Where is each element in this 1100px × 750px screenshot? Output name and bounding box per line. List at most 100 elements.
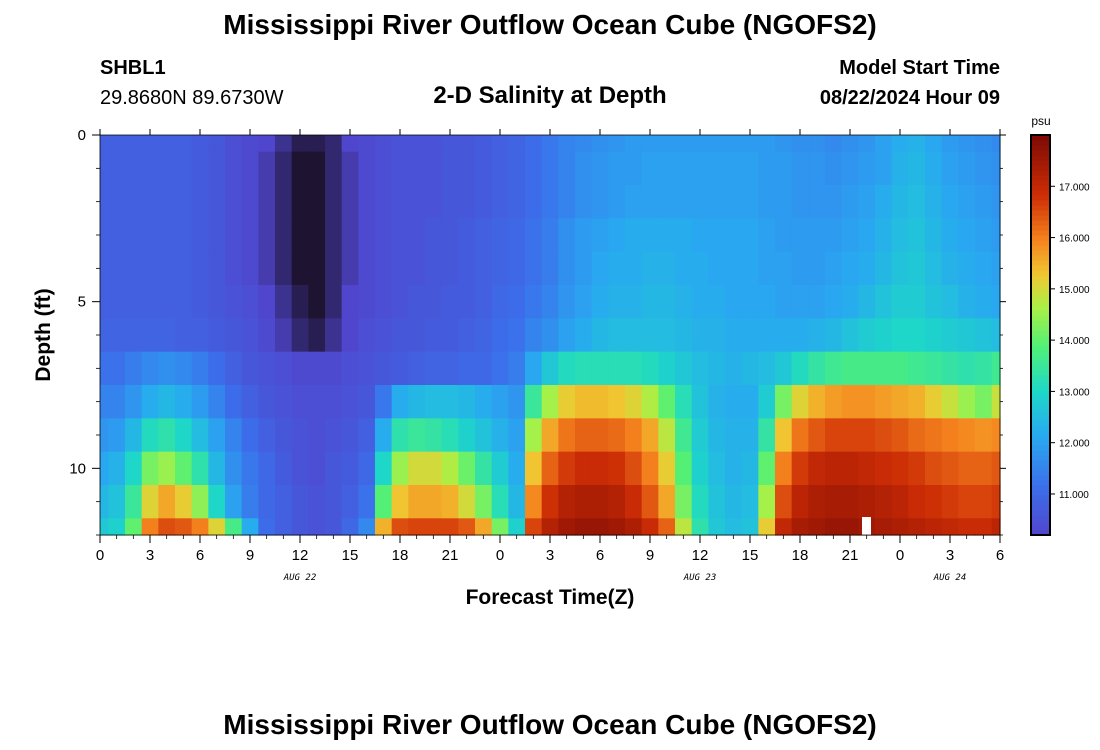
heatmap-cell — [825, 218, 843, 253]
heatmap-cell — [775, 485, 793, 519]
heatmap-cell — [858, 151, 876, 186]
colorbar-segment — [1031, 455, 1050, 461]
heatmap-cell — [958, 135, 976, 153]
heatmap-cell — [275, 451, 293, 486]
heatmap-cell — [408, 418, 426, 453]
heatmap-cell — [191, 518, 209, 536]
colorbar-segment — [1031, 160, 1050, 166]
heatmap-cell — [575, 451, 593, 486]
heatmap-cell — [641, 385, 659, 419]
heatmap-cell — [108, 135, 126, 153]
heatmap-cell — [475, 151, 493, 186]
heatmap-cell — [858, 418, 876, 453]
heatmap-cell — [341, 135, 359, 153]
heatmap-cell — [491, 451, 509, 486]
heatmap-cell — [875, 251, 893, 286]
heatmap-cell — [475, 418, 493, 453]
heatmap-cell — [275, 151, 293, 186]
heatmap-cell — [391, 151, 409, 186]
heatmap-cell — [891, 135, 909, 153]
heatmap-cell — [225, 135, 243, 153]
heatmap-cell — [541, 351, 559, 386]
heatmap-cell — [691, 418, 709, 453]
heatmap-cell — [575, 518, 593, 536]
heatmap-cell — [475, 351, 493, 386]
heatmap-cell — [175, 251, 193, 286]
heatmap-cell — [108, 351, 126, 386]
heatmap-cell — [875, 385, 893, 419]
heatmap-cell — [141, 451, 159, 486]
heatmap-cell — [675, 318, 693, 353]
heatmap-cell — [475, 518, 493, 536]
heatmap-cell — [175, 185, 193, 219]
heatmap-cell — [208, 451, 226, 486]
heatmap-cell — [925, 151, 943, 186]
heatmap-cell — [208, 518, 226, 536]
heatmap-cell — [441, 351, 459, 386]
heatmap-cell — [441, 285, 459, 319]
heatmap-cell — [100, 451, 109, 486]
heatmap-cell — [341, 485, 359, 519]
heatmap-cell — [441, 451, 459, 486]
heatmap-cell — [375, 518, 393, 536]
heatmap-cell — [375, 418, 393, 453]
heatmap-cell — [408, 218, 426, 253]
colorbar-segment — [1031, 165, 1050, 171]
heatmap-cell — [625, 485, 643, 519]
heatmap-cell — [908, 218, 926, 253]
heatmap-cell — [741, 135, 759, 153]
heatmap-cell — [325, 451, 343, 486]
heatmap-cell — [191, 218, 209, 253]
heatmap-cell — [475, 185, 493, 219]
heatmap-cell — [291, 385, 309, 419]
heatmap-cell — [225, 218, 243, 253]
heatmap-cell — [891, 151, 909, 186]
heatmap-cell — [875, 135, 893, 153]
colorbar-tick-label: 16.000 — [1059, 234, 1090, 245]
heatmap-cell — [258, 318, 276, 353]
heatmap-cell — [158, 385, 176, 419]
heatmap-cell — [425, 485, 443, 519]
colorbar-segment — [1031, 530, 1050, 536]
heatmap-cell — [641, 218, 659, 253]
heatmap-cell — [775, 251, 793, 286]
heatmap-cell — [958, 318, 976, 353]
heatmap-cell — [141, 518, 159, 536]
heatmap-cell — [258, 485, 276, 519]
heatmap-cell — [325, 318, 343, 353]
heatmap-cell — [675, 218, 693, 253]
heatmap-cell — [808, 285, 826, 319]
colorbar-segment — [1031, 405, 1050, 411]
heatmap-cell — [658, 151, 676, 186]
heatmap-cell — [641, 485, 659, 519]
heatmap-cell — [208, 351, 226, 386]
heatmap-cell — [458, 451, 476, 486]
heatmap-cell — [258, 135, 276, 153]
heatmap-cell — [775, 318, 793, 353]
heatmap-cell — [608, 135, 626, 153]
heatmap-cell — [791, 285, 809, 319]
heatmap-cell — [358, 451, 376, 486]
heatmap-cell — [125, 385, 143, 419]
colorbar-segment — [1031, 235, 1050, 241]
x-tick-label: 0 — [896, 547, 904, 564]
heatmap-cell — [525, 185, 543, 219]
heatmap-cell — [541, 518, 559, 536]
heatmap-cell — [341, 351, 359, 386]
heatmap-cell — [891, 485, 909, 519]
heatmap-cell — [341, 218, 359, 253]
heatmap-cell — [225, 185, 243, 219]
colorbar-tick-label: 11.000 — [1059, 490, 1089, 501]
heatmap-cell — [441, 151, 459, 186]
heatmap-cell — [741, 518, 759, 536]
heatmap-cell — [691, 385, 709, 419]
heatmap-cell — [941, 318, 959, 353]
x-tick-label: 21 — [842, 547, 859, 564]
heatmap-cell — [525, 418, 543, 453]
heatmap-cell — [841, 351, 859, 386]
heatmap-cell — [925, 218, 943, 253]
colorbar-segment — [1031, 525, 1050, 531]
heatmap-cell — [158, 518, 176, 536]
heatmap-cell — [125, 185, 143, 219]
heatmap-cell — [875, 285, 893, 319]
